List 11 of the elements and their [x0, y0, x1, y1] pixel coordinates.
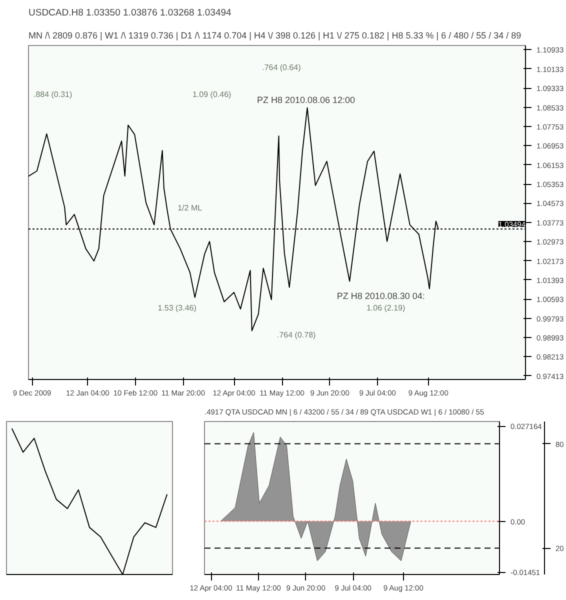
- annotation: .884 (0.31): [33, 90, 72, 99]
- annotation: 1.53 (3.46): [158, 304, 197, 313]
- annotation: .764 (0.64): [262, 63, 302, 72]
- annotation: PZ H8 2010.08.30 04:: [336, 290, 425, 301]
- annotation: 1.09 (0.46): [192, 90, 232, 99]
- chart-title: USDCAD.H8 1.03350 1.03876 1.03268 1.03494: [28, 8, 232, 18]
- annotation: 1.06 (2.19): [366, 304, 406, 313]
- chart-subtitle: MN /\ 2809 0.876 | W1 /\ 1319 0.736 | D1 /\ 1174 0.704 | H4 \/ 398 0.126 | H1 \/ 275 0.182 | H8 5.33 % | 6 / 480 / 55 / 34 / 89: [28, 30, 522, 40]
- annotation: 1/2 ML: [178, 204, 203, 212]
- annotation: PZ H8 2010.08.06 12:00: [256, 94, 356, 105]
- annotation: .764 (0.78): [277, 330, 316, 340]
